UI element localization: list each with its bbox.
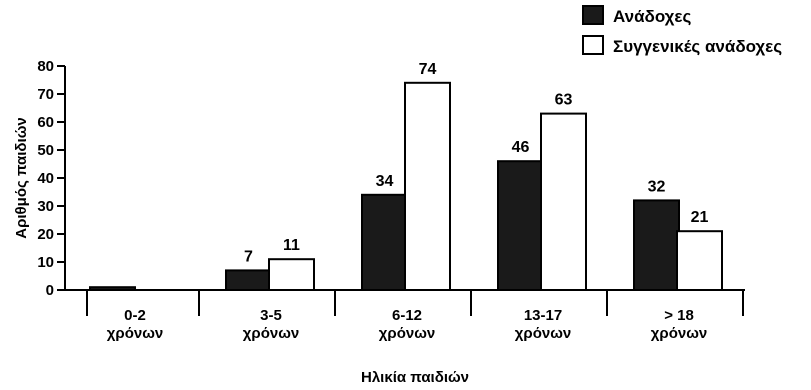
bar-anadoxes [633,199,680,291]
data-label: 32 [648,178,666,195]
y-tick-label: 80 [37,58,54,75]
x-tick-label: 13-17 [524,307,562,324]
x-tick-label: > 18 [664,307,694,324]
bar-syggenikes [676,230,723,291]
y-tick-label: 10 [37,254,54,271]
y-tick-label: 60 [37,114,54,131]
x-axis: 0-2χρόνων3-5χρόνων6-12χρόνων13-17χρόνων>… [65,289,745,342]
x-tick-label: χρόνων [107,325,163,342]
x-tick-label: χρόνων [515,325,571,342]
data-label: 11 [283,237,300,254]
data-label: 46 [512,139,530,156]
bar-anadoxes [497,160,544,291]
x-tick-label: χρόνων [243,325,299,342]
data-label: 34 [376,173,394,190]
data-label: 7 [244,248,253,265]
y-axis-title: Αριθμός παιδιών [13,117,30,238]
y-axis: 0 10 20 30 40 50 60 70 80 [37,58,66,299]
x-axis-title: Ηλικία παιδιών [361,369,469,386]
legend-label-anadoxes: Ανάδοχες [613,7,691,26]
y-tick-label: 0 [46,282,54,299]
data-label: 21 [691,209,709,226]
y-tick-label: 20 [37,226,54,243]
y-tick-label: 50 [37,142,54,159]
bar-anadoxes [361,193,408,291]
bar-syggenikes [268,258,315,292]
bar-syggenikes [404,81,451,291]
y-tick-label: 40 [37,170,54,187]
legend-swatch-syggenikes [582,35,604,55]
legend-swatch-anadoxes [582,5,604,25]
x-tick-label: χρόνων [651,325,707,342]
bar-syggenikes [540,112,587,291]
x-tick-label: 0-2 [124,307,146,324]
x-tick-label: 6-12 [392,307,422,324]
bar-anadoxes [89,286,136,292]
y-tick-label: 30 [37,198,54,215]
legend: Ανάδοχες Συγγενικές ανάδοχες [582,5,782,56]
bar-anadoxes [225,269,272,291]
data-label: 63 [555,92,573,109]
data-labels: 7 11 34 74 46 63 32 21 [244,61,708,266]
y-tick-label: 70 [37,86,54,103]
legend-label-syggenikes: Συγγενικές ανάδοχες [613,37,782,56]
x-tick-label: 3-5 [260,307,282,324]
x-tick-label: χρόνων [379,325,435,342]
data-label: 74 [419,61,437,78]
bars [89,81,723,292]
